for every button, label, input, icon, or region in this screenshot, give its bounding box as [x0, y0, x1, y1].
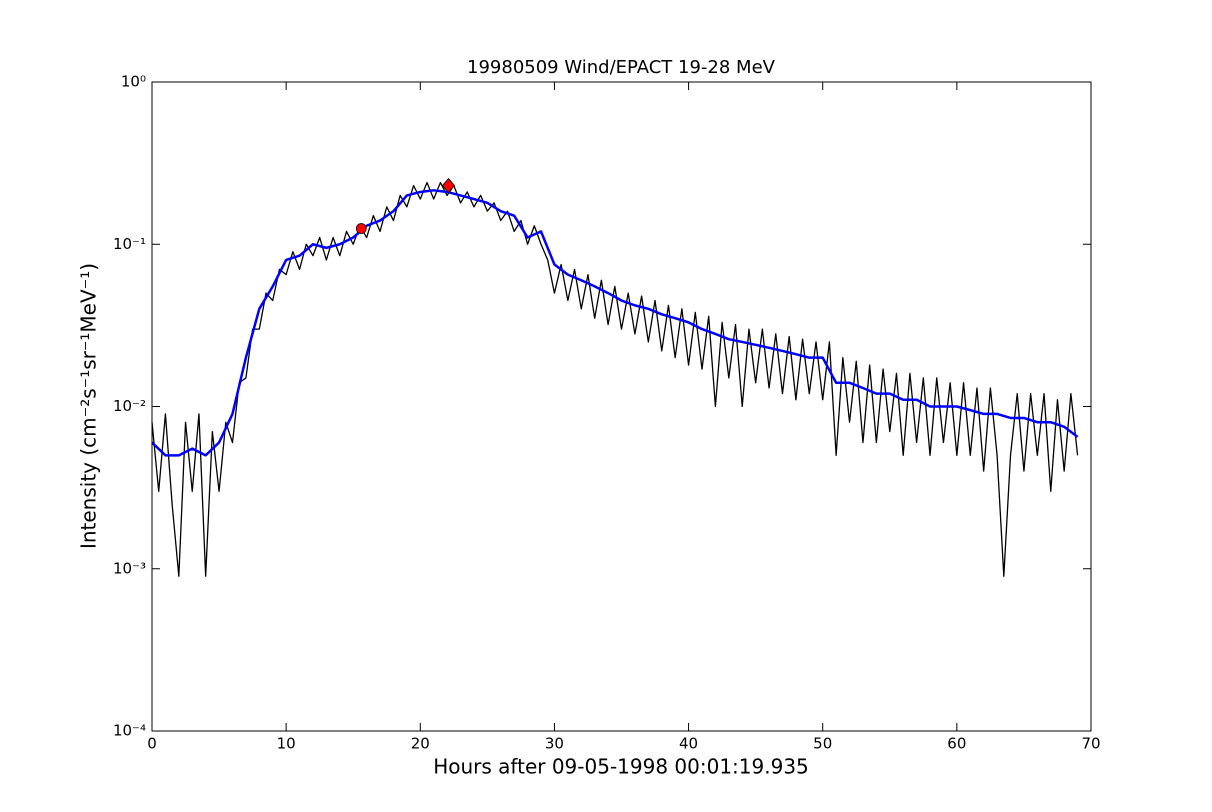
y-tick-label: 10⁻²	[113, 397, 146, 415]
y-tick-label: 10⁰	[121, 73, 146, 91]
y-tick-label: 10⁻¹	[113, 235, 146, 253]
x-tick-label: 70	[1081, 735, 1100, 753]
y-tick-label: 10⁻⁴	[113, 722, 146, 740]
x-tick-label: 30	[545, 735, 564, 753]
x-tick-label: 10	[277, 735, 296, 753]
series-line	[151, 189, 1079, 457]
marker	[441, 177, 455, 194]
x-tick-label: 20	[411, 735, 430, 753]
x-tick-label: 50	[813, 735, 832, 753]
x-tick-label: 60	[947, 735, 966, 753]
x-axis-label: Hours after 09-05-1998 00:01:19.935	[433, 755, 809, 779]
series-line	[151, 181, 1079, 577]
x-tick-label: 40	[679, 735, 698, 753]
chart-title: 19980509 Wind/EPACT 19-28 MeV	[467, 57, 776, 78]
x-tick-label: 0	[147, 735, 157, 753]
y-axis-label: Intensity (cm⁻²s⁻¹sr⁻¹MeV⁻¹)	[77, 263, 101, 549]
y-tick-label: 10⁻³	[113, 559, 146, 577]
marker	[355, 223, 367, 234]
